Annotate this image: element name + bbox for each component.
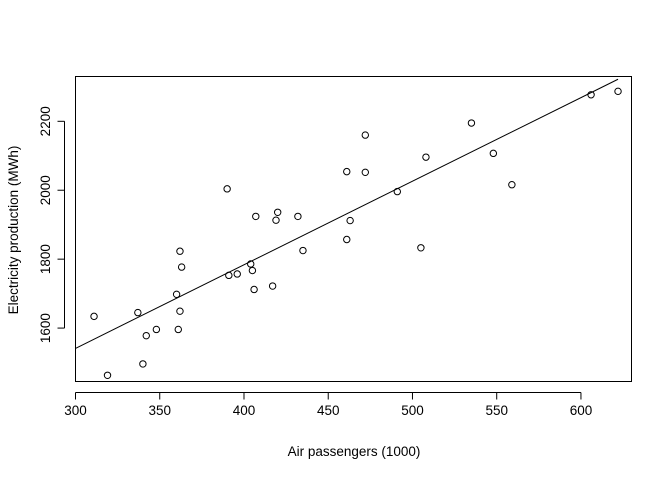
data-point bbox=[299, 246, 307, 255]
x-tick-label: 500 bbox=[401, 403, 424, 418]
x-tick-label: 350 bbox=[148, 403, 171, 418]
data-point bbox=[273, 208, 282, 216]
data-point bbox=[225, 271, 233, 280]
data-point bbox=[152, 325, 161, 334]
y-tick-label: 1800 bbox=[38, 244, 53, 274]
x-tick-label: 550 bbox=[485, 403, 508, 418]
data-point bbox=[272, 216, 280, 224]
data-point bbox=[252, 212, 260, 221]
data-point bbox=[614, 87, 622, 96]
data-point bbox=[223, 185, 231, 193]
data-point bbox=[250, 285, 258, 294]
x-axis-title: Air passengers (1000) bbox=[288, 444, 421, 459]
data-point bbox=[176, 307, 184, 315]
data-point bbox=[233, 270, 241, 278]
data-point bbox=[417, 244, 425, 252]
x-axis: 300 350 400 450 500 550 600 bbox=[64, 392, 593, 418]
data-point bbox=[90, 312, 98, 321]
y-tick-label: 2200 bbox=[38, 106, 53, 136]
x-tick-label: 450 bbox=[317, 403, 340, 418]
data-point bbox=[343, 167, 351, 176]
x-tick-label: 600 bbox=[570, 403, 593, 418]
data-point bbox=[134, 308, 142, 317]
x-tick-label: 300 bbox=[64, 403, 87, 418]
data-point bbox=[294, 212, 302, 221]
data-point bbox=[361, 168, 369, 177]
data-point bbox=[142, 331, 150, 340]
data-point bbox=[422, 153, 430, 161]
data-point bbox=[361, 131, 369, 139]
data-point bbox=[103, 371, 112, 379]
data-point bbox=[174, 325, 182, 334]
y-tick-label: 1600 bbox=[38, 313, 53, 343]
data-point bbox=[172, 290, 181, 299]
data-point bbox=[489, 149, 498, 158]
data-point bbox=[393, 187, 402, 196]
data-point bbox=[343, 235, 351, 244]
points-layer bbox=[90, 87, 622, 379]
y-tick-label: 2000 bbox=[38, 175, 53, 205]
data-point bbox=[346, 216, 354, 225]
y-axis-title: Electricity production (MWh) bbox=[6, 146, 21, 315]
data-point bbox=[508, 181, 516, 189]
x-tick-label: 400 bbox=[233, 403, 256, 418]
data-point bbox=[467, 119, 476, 127]
data-point bbox=[176, 247, 184, 255]
data-point bbox=[587, 91, 595, 99]
data-point bbox=[247, 260, 255, 268]
regression-layer bbox=[75, 78, 619, 349]
regression-line bbox=[75, 78, 619, 349]
data-point bbox=[248, 266, 257, 275]
y-axis: 1600 1800 2000 2200 bbox=[38, 106, 65, 343]
data-point bbox=[139, 360, 147, 368]
data-point bbox=[177, 263, 186, 271]
plot-box bbox=[75, 76, 632, 382]
data-point bbox=[268, 282, 277, 290]
